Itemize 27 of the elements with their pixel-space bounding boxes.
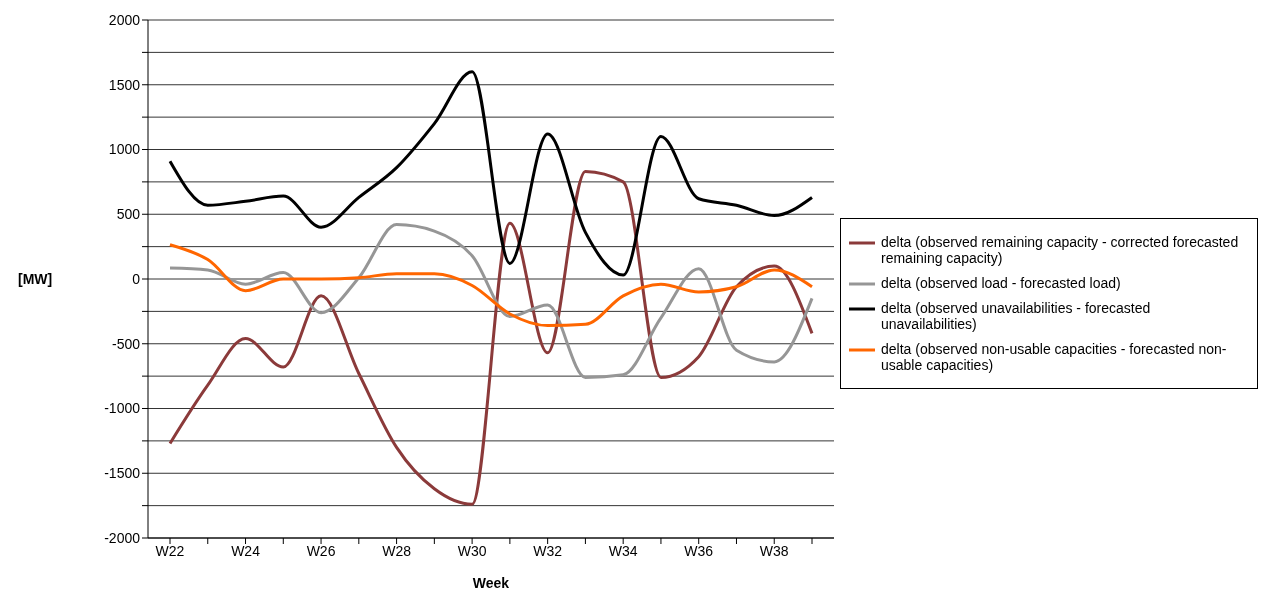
- legend-label: delta (observed remaining capacity - corrected forecasted remaining capacity): [881, 233, 1240, 266]
- x-tick-label: W38: [759, 542, 789, 559]
- y-tick-label: -1000: [104, 400, 141, 417]
- legend-label: delta (observed unavailabilities - forecasted unavailabilities): [881, 299, 1152, 332]
- y-tick-label: -500: [111, 335, 141, 352]
- legend-label: delta (observed load - forecasted load): [881, 274, 1121, 291]
- y-tick-label: 2000: [108, 11, 141, 28]
- line-series: [168, 243, 814, 328]
- legend-label: delta (observed non-usable capacities - forecasted non-usable capacities): [881, 340, 1228, 373]
- x-tick-label: W34: [608, 542, 638, 559]
- y-tick-label: 1000: [108, 141, 141, 158]
- y-axis-title: [MW]: [18, 270, 53, 287]
- x-tick-label: W28: [382, 542, 412, 559]
- line-series: [168, 170, 814, 506]
- y-tick-label: 500: [116, 206, 141, 223]
- x-tick-label: W36: [684, 542, 714, 559]
- line-series: [168, 223, 814, 379]
- y-tick-label: -1500: [104, 465, 141, 482]
- y-tick-label: 1500: [108, 76, 141, 93]
- x-tick-label: W30: [457, 542, 487, 559]
- x-tick-label: W32: [533, 542, 563, 559]
- y-tick-label: 0: [132, 270, 141, 287]
- x-tick-label: W22: [155, 542, 185, 559]
- x-tick-label: W24: [231, 542, 261, 559]
- x-tick-label: W26: [306, 542, 336, 559]
- y-tick-label: -2000: [104, 529, 141, 546]
- x-axis-title: Week: [472, 575, 510, 591]
